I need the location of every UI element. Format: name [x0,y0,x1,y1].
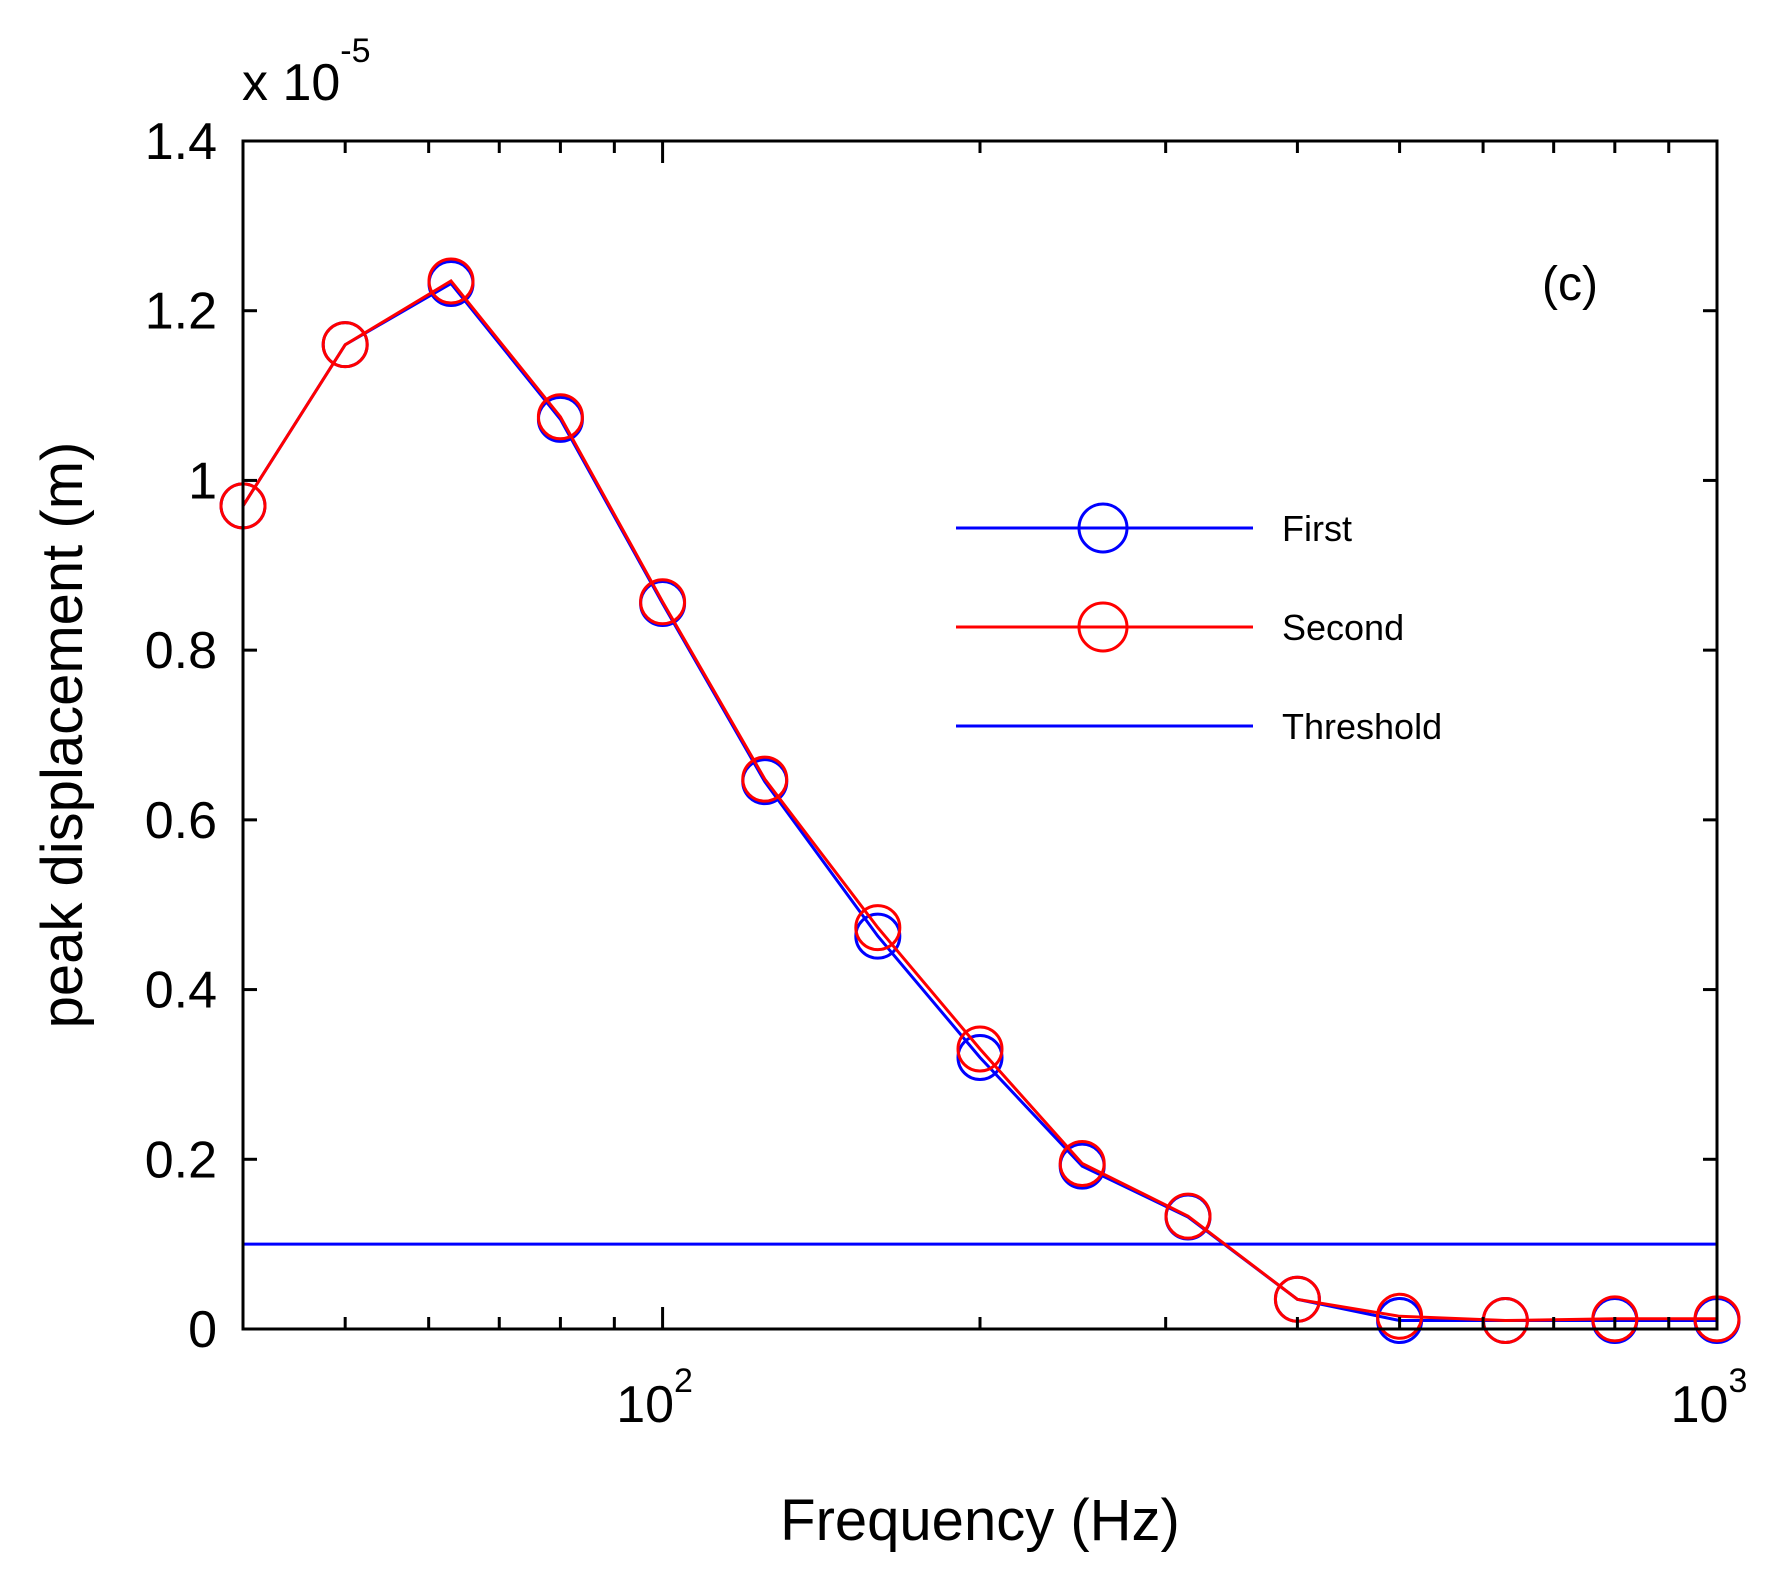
data-point-second [956,1025,1004,1073]
y-tick-label: 0.8 [145,622,217,680]
x-tick-label-base: 10 [1671,1376,1729,1434]
legend-entry-second: Second [956,601,1404,653]
ticks-layer [241,139,1719,1331]
y-tick-label: 1.2 [145,283,217,341]
panel-label: (c) [1542,258,1598,311]
y-multiplier-base: x 10 [242,54,340,112]
series-second [219,257,1741,1345]
data-point-second [1164,1192,1212,1240]
data-point-second [639,578,687,626]
y-tick-labels: 0 0.2 0.4 0.6 0.8 1 1.2 1.4 [145,113,217,1359]
legend-entry-threshold: Threshold [956,706,1442,747]
data-point-second [741,755,789,803]
legend-label: Threshold [1282,706,1442,747]
data-point-second [536,393,584,441]
data-point-first [956,1033,1004,1081]
data-point-second [854,904,902,952]
legend: First Second Threshold [956,502,1442,747]
x-tick-label: 103 [1671,1362,1748,1434]
data-point-first [854,912,902,960]
y-multiplier-exponent: -5 [340,32,370,70]
y-tick-label: 0.2 [145,1131,217,1189]
plot-area [219,139,1741,1345]
legend-marker [1077,601,1129,653]
plot-frame [241,139,1719,1331]
data-point-second [1591,1295,1639,1343]
data-point-second [321,321,369,369]
series-line-second [241,279,1717,1323]
y-tick-label: 1 [188,452,217,510]
legend-label: Second [1282,607,1404,648]
data-point-second [1376,1292,1424,1340]
legend-entry-first: First [956,502,1352,554]
data-point-second [427,257,475,305]
y-tick-label: 0 [188,1301,217,1359]
legend-label: First [1282,508,1352,549]
series-layer [219,257,1741,1345]
x-tick-label-exponent: 2 [674,1362,693,1400]
series-line-first [241,281,1717,1322]
y-multiplier-label: x 10-5 [242,32,371,112]
x-tick-label-base: 10 [616,1376,674,1434]
y-tick-label: 0.6 [145,792,217,850]
y-tick-label: 1.4 [145,113,217,171]
legend-marker [1077,502,1129,554]
y-tick-label: 0.4 [145,962,217,1020]
x-tick-label-exponent: 3 [1728,1362,1747,1400]
x-tick-labels: 102 103 [616,1362,1747,1434]
x-axis-title: Frequency (Hz) [780,1488,1180,1553]
x-tick-label: 102 [616,1362,693,1434]
series-first [219,260,1741,1345]
y-axis-title: peak displacement (m) [30,442,95,1029]
data-point-second [1058,1140,1106,1188]
